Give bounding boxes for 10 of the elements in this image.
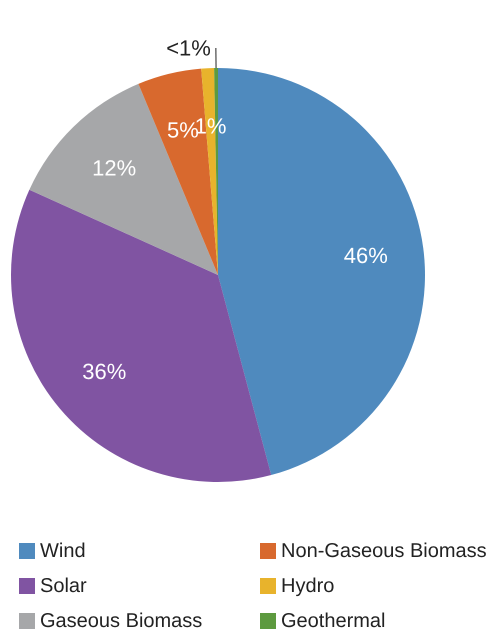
legend-label: Geothermal xyxy=(281,610,386,632)
data-label: 36% xyxy=(82,358,126,384)
data-label: <1% xyxy=(166,36,211,61)
legend-label: Hydro xyxy=(281,575,334,597)
legend-label: Wind xyxy=(40,540,86,562)
legend-label: Gaseous Biomass xyxy=(40,610,202,632)
legend-label: Solar xyxy=(40,575,88,597)
legend-label: Non-Gaseous Biomass xyxy=(281,540,487,562)
data-label: 12% xyxy=(92,156,136,181)
data-label: 46% xyxy=(344,243,388,268)
